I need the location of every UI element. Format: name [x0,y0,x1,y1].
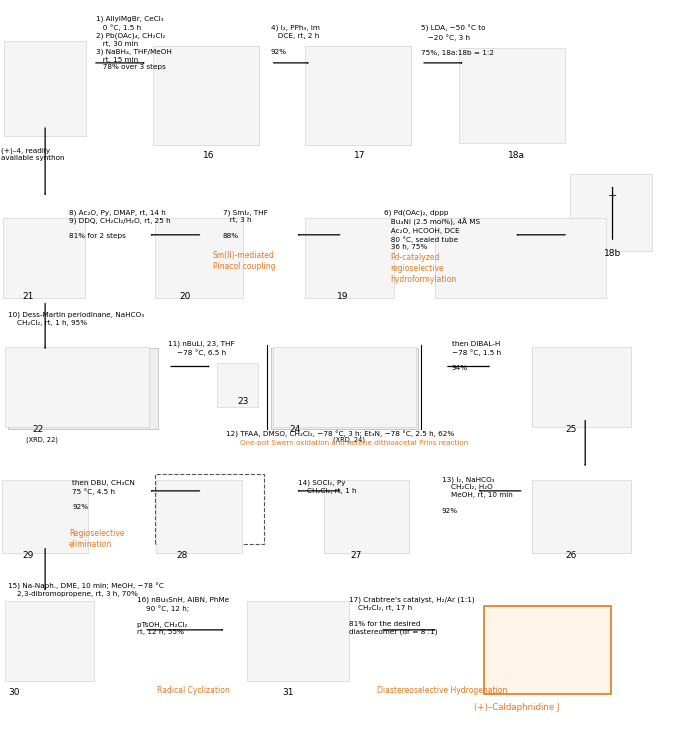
Text: Radical Cyclization: Radical Cyclization [157,686,229,695]
Text: One-pot Swern oxidation and ketene dithioacetal Prins reaction: One-pot Swern oxidation and ketene dithi… [240,440,469,446]
Text: 17: 17 [354,151,365,160]
Text: Sm(II)-mediated
Pinacol coupling: Sm(II)-mediated Pinacol coupling [212,251,275,271]
Text: 10) Dess-Martin periodinane, NaHCO₃
    CH₂Cl₂, rt, 1 h, 95%: 10) Dess-Martin periodinane, NaHCO₃ CH₂C… [8,312,144,326]
Text: 20: 20 [179,292,191,301]
Text: 12) TFAA, DMSO, CH₂Cl₂, −78 °C, 3 h; Et₃N, −78 °C, 2.5 h, 62%: 12) TFAA, DMSO, CH₂Cl₂, −78 °C, 3 h; Et₃… [226,431,455,438]
Bar [155,218,243,298]
Bar [8,348,158,429]
Bar [247,600,349,681]
Bar [570,174,652,251]
Text: 18a: 18a [508,151,525,160]
Text: 7) SmI₂, THF
   rt, 3 h

88%: 7) SmI₂, THF rt, 3 h 88% [223,209,268,239]
Bar [532,480,632,553]
Bar [5,600,95,681]
Bar [324,480,409,553]
Bar [4,41,86,136]
Text: 8) Ac₂O, Py, DMAP, rt, 14 h
9) DDQ, CH₂Cl₂/H₂O, rt, 25 h

81% for 2 steps: 8) Ac₂O, Py, DMAP, rt, 14 h 9) DDQ, CH₂C… [69,209,171,240]
Text: Regioselective
elimination: Regioselective elimination [69,529,125,549]
Text: 22: 22 [33,425,44,434]
Bar [155,474,264,544]
Bar [484,606,611,694]
Bar [217,363,258,407]
Text: (+)–4, readily
available synthon: (+)–4, readily available synthon [1,147,64,161]
Text: 4) I₂, PPh₃, Im
   DCE, rt, 2 h

92%: 4) I₂, PPh₃, Im DCE, rt, 2 h 92% [271,25,320,54]
Text: 15) Na-Naph., DME, 10 min; MeOH, −78 °C
    2,3-dibromopropene, rt, 3 h, 70%: 15) Na-Naph., DME, 10 min; MeOH, −78 °C … [8,582,164,597]
Text: 16: 16 [203,151,215,160]
Text: then DBU, CH₃CN
75 °C, 4.5 h

92%: then DBU, CH₃CN 75 °C, 4.5 h 92% [73,480,136,510]
Text: (+)–Caldaphnidine J: (+)–Caldaphnidine J [474,703,560,712]
Bar [5,347,149,427]
Bar [532,347,632,427]
Text: 17) Crabtree's catalyst, H₂/Ar (1:1)
    CH₂Cl₂, rt, 17 h

81% for the desired
d: 17) Crabtree's catalyst, H₂/Ar (1:1) CH₂… [349,597,475,635]
Text: 11) nBuLi, 23, THF
    −78 °C, 6.5 h: 11) nBuLi, 23, THF −78 °C, 6.5 h [169,341,235,356]
Bar [156,480,242,553]
Bar [459,48,565,144]
Text: 30: 30 [9,688,20,697]
Text: (XRD, 24): (XRD, 24) [334,436,365,443]
Text: 31: 31 [282,688,294,697]
Text: 27: 27 [351,551,362,560]
Text: then DIBAL-H
−78 °C, 1.5 h

94%: then DIBAL-H −78 °C, 1.5 h 94% [452,341,501,371]
Bar [153,46,259,145]
Bar [305,46,410,145]
Text: 28: 28 [176,551,188,560]
Bar [273,347,416,427]
Bar [271,348,418,429]
Text: 6) Pd(OAc)₂, dppp
   Bu₄NI (2.5 mol%), 4Å MS
   Ac₂O, HCOOH, DCE
   80 °C, seale: 6) Pd(OAc)₂, dppp Bu₄NI (2.5 mol%), 4Å M… [384,209,479,251]
Bar [435,218,606,298]
Text: Diastereoselective Hydrogenation: Diastereoselective Hydrogenation [377,686,507,695]
Text: 18b: 18b [604,249,621,259]
Text: 21: 21 [23,292,34,301]
Bar [305,218,394,298]
Text: 23: 23 [238,397,249,406]
Text: 29: 29 [23,551,34,560]
Text: 25: 25 [566,425,577,434]
Text: 14) SOCl₂, Py
    CH₂Cl₂, rt, 1 h: 14) SOCl₂, Py CH₂Cl₂, rt, 1 h [298,480,357,494]
Bar [3,218,85,298]
Text: Pd-catalyzed
regioselective
hydroformylation: Pd-catalyzed regioselective hydroformyla… [390,253,457,284]
Bar [3,480,88,553]
Text: 16) nBu₃SnH, AIBN, PhMe
    90 °C, 12 h;

pTsOH, CH₂Cl₂
rt, 12 h, 55%: 16) nBu₃SnH, AIBN, PhMe 90 °C, 12 h; pTs… [138,597,229,636]
Text: 1) AllylMgBr, CeCl₃
   0 °C, 1.5 h
2) Pb(OAc)₄, CH₂Cl₂
   rt, 30 min
3) NaBH₄, T: 1) AllylMgBr, CeCl₃ 0 °C, 1.5 h 2) Pb(OA… [97,15,172,70]
Text: 24: 24 [289,425,300,434]
Text: +: + [608,191,617,201]
Text: 5) LDA, −50 °C to
   −20 °C, 3 h

75%, 18a:18b = 1:2: 5) LDA, −50 °C to −20 °C, 3 h 75%, 18a:1… [421,25,494,56]
Text: (XRD, 22): (XRD, 22) [26,436,58,443]
Text: 19: 19 [337,292,348,301]
Text: 13) I₂, NaHCO₃
    CH₂Cl₂, H₂O
    MeOH, rt, 10 min

92%: 13) I₂, NaHCO₃ CH₂Cl₂, H₂O MeOH, rt, 10 … [442,476,512,514]
Text: 26: 26 [566,551,577,560]
